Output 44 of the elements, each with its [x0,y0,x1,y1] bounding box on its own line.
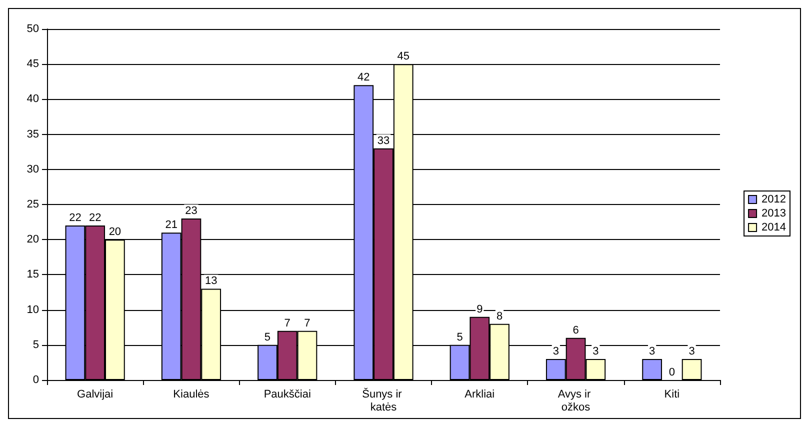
data-label: 21 [165,219,178,232]
x-tick-label: Šunys ir katės [362,388,405,414]
data-label: 42 [358,72,370,84]
data-label: 8 [496,310,503,322]
data-label: 20 [108,226,122,238]
y-tick-label: 50 [26,23,39,35]
x-tick-label: Paukščiai [264,388,311,400]
y-tick-label: 35 [26,128,39,140]
y-tick-label: 5 [32,338,39,351]
y-tick-label: 10 [26,304,39,316]
y-tick-label: 30 [26,163,39,176]
data-label: 3 [648,345,656,358]
x-tick-label: Avys ir ožkos [558,388,594,414]
data-label: 22 [88,212,102,224]
x-tick-label: Kiti [664,388,680,400]
y-tick-label: 45 [26,58,39,70]
data-label: 6 [572,324,579,336]
data-label: 13 [204,275,218,288]
x-tick-label: Galvijai [77,388,114,400]
data-label: 5 [456,331,463,344]
data-label: 3 [688,345,695,358]
data-label: 3 [592,345,599,358]
data-label: 7 [304,317,310,330]
bar [682,358,702,380]
y-tick-label: 15 [26,268,39,281]
x-tick-label: Kiaulės [173,388,210,400]
y-tick-label: 25 [26,198,39,210]
y-tick-label: 40 [26,93,39,106]
data-label: 23 [185,205,198,218]
data-label: 3 [552,345,559,358]
y-tick-label: 0 [32,374,39,386]
data-label: 7 [284,317,290,330]
bar [642,358,662,380]
data-label: 0 [668,366,675,378]
legend-label: 2012 [762,194,786,206]
legend-label: 2013 [762,208,786,220]
data-label: 33 [377,134,390,147]
y-tick-label: 20 [26,234,39,246]
legend-label: 2014 [762,222,786,234]
data-label: 22 [69,212,82,224]
data-label: 9 [476,303,483,316]
data-label: 45 [397,50,410,63]
x-tick-label: Arkliai [464,388,495,400]
data-label: 5 [264,331,271,344]
